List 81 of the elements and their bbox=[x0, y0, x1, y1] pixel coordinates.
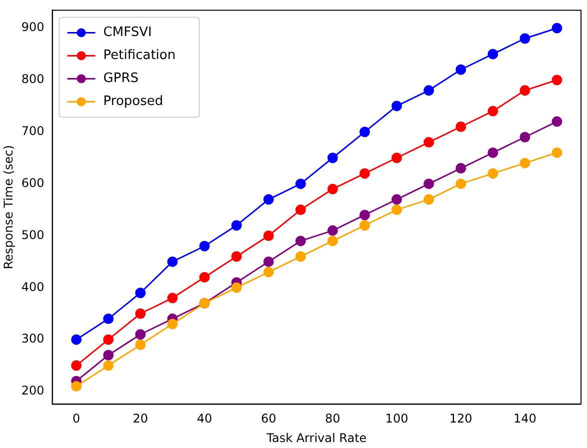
point bbox=[135, 288, 146, 298]
point bbox=[520, 132, 530, 142]
point bbox=[327, 225, 338, 236]
point bbox=[552, 116, 562, 127]
x-tick-label: 140 bbox=[513, 412, 536, 426]
point bbox=[71, 381, 82, 392]
point bbox=[488, 48, 498, 60]
x-tick-label: 100 bbox=[385, 412, 408, 426]
point bbox=[167, 292, 178, 304]
y-axis-title: Response Time (sec) bbox=[1, 145, 16, 270]
y-tick-label: 700 bbox=[21, 124, 44, 138]
y-tick-label: 200 bbox=[21, 384, 44, 398]
point bbox=[231, 220, 242, 231]
point bbox=[295, 236, 306, 246]
point bbox=[552, 147, 562, 158]
point bbox=[167, 318, 178, 330]
point bbox=[167, 256, 178, 267]
point bbox=[424, 194, 434, 205]
point bbox=[488, 147, 498, 158]
point bbox=[456, 121, 466, 132]
point bbox=[520, 33, 530, 44]
point bbox=[199, 240, 210, 252]
point bbox=[263, 266, 274, 278]
y-tick-label: 300 bbox=[21, 332, 44, 346]
legend-label: CMFSVI bbox=[103, 25, 152, 40]
point bbox=[520, 85, 530, 96]
y-tick-label: 400 bbox=[21, 280, 44, 294]
point bbox=[103, 334, 114, 345]
x-tick-label: 20 bbox=[132, 412, 148, 426]
x-tick-label: 60 bbox=[260, 412, 276, 426]
point bbox=[456, 64, 466, 75]
point bbox=[263, 194, 274, 205]
point bbox=[71, 360, 82, 371]
y-tick-label: 500 bbox=[21, 228, 44, 242]
point bbox=[199, 272, 210, 283]
point bbox=[456, 178, 466, 190]
point bbox=[552, 74, 562, 86]
point bbox=[359, 168, 370, 179]
legend-label: GPRS bbox=[103, 71, 139, 86]
point bbox=[327, 236, 338, 246]
point bbox=[552, 22, 562, 34]
point bbox=[359, 126, 370, 138]
point bbox=[71, 334, 82, 345]
point bbox=[231, 282, 242, 293]
point bbox=[295, 204, 306, 216]
point bbox=[295, 251, 306, 262]
x-tick-label: 80 bbox=[325, 412, 340, 426]
point bbox=[424, 85, 434, 96]
point bbox=[392, 204, 402, 216]
x-tick-label: 120 bbox=[449, 412, 472, 426]
point bbox=[520, 158, 530, 168]
point bbox=[488, 106, 498, 116]
point bbox=[392, 152, 402, 164]
y-tick-label: 900 bbox=[21, 20, 44, 34]
point bbox=[295, 178, 306, 190]
point bbox=[456, 163, 466, 174]
point bbox=[327, 152, 338, 164]
point bbox=[488, 168, 498, 179]
point bbox=[135, 329, 146, 340]
x-axis-title: Task Arrival Rate bbox=[266, 430, 367, 445]
legend-label: Petification bbox=[103, 48, 176, 64]
point bbox=[263, 256, 274, 267]
point bbox=[392, 100, 402, 112]
x-tick-label: 0 bbox=[72, 412, 80, 426]
point bbox=[424, 178, 434, 190]
y-tick-label: 600 bbox=[21, 176, 44, 190]
x-tick-label: 40 bbox=[196, 412, 212, 426]
point bbox=[103, 360, 114, 371]
point bbox=[263, 230, 274, 241]
y-tick-label: 800 bbox=[21, 72, 44, 86]
point bbox=[135, 340, 146, 350]
point bbox=[359, 210, 370, 220]
point bbox=[424, 137, 434, 148]
point bbox=[359, 220, 370, 231]
point bbox=[231, 251, 242, 262]
point bbox=[392, 194, 402, 205]
point bbox=[103, 350, 114, 360]
point bbox=[135, 308, 146, 319]
point bbox=[327, 184, 338, 194]
legend-label: Proposed bbox=[103, 94, 164, 110]
point bbox=[103, 314, 114, 324]
